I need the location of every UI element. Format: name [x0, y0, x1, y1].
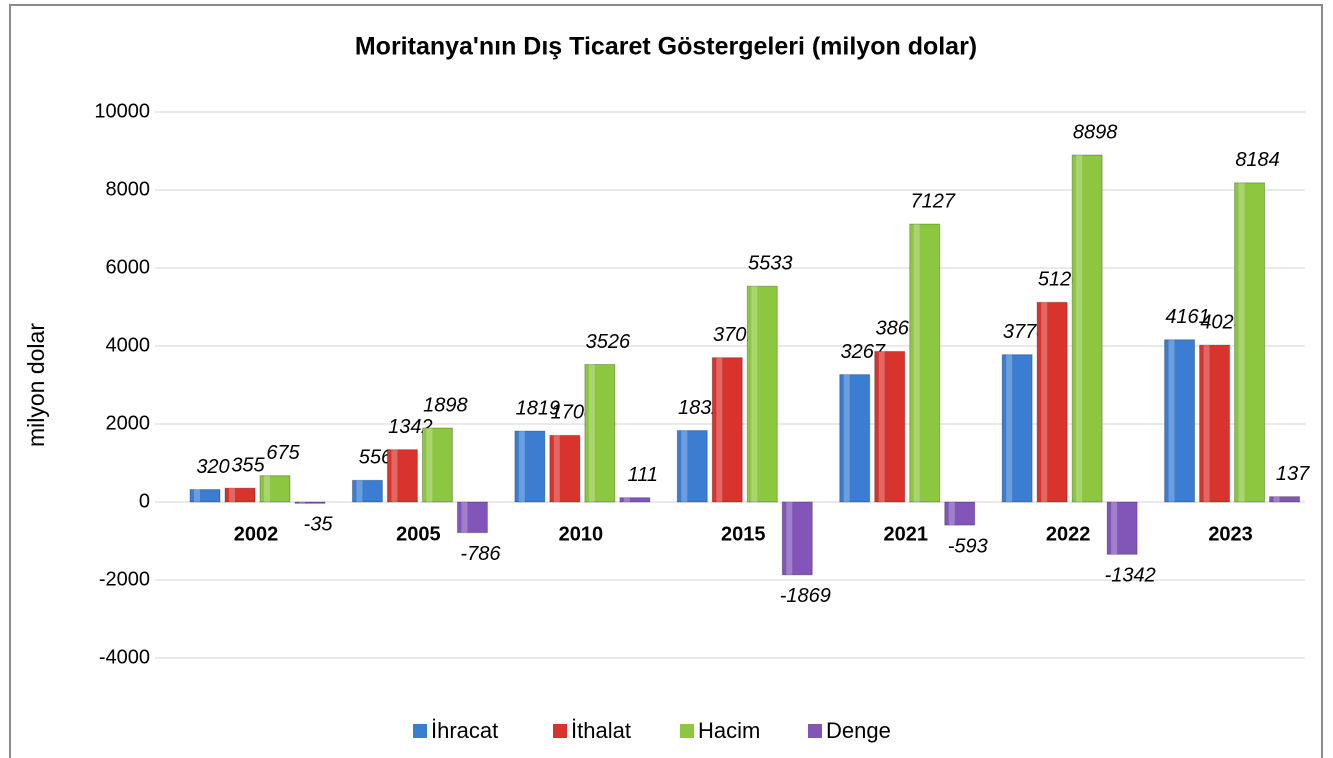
y-tick-label: 2000 [106, 412, 151, 434]
bar [676, 430, 708, 503]
bar [1106, 501, 1138, 555]
bar [584, 363, 616, 503]
data-label: 675 [266, 442, 300, 464]
bar [514, 430, 546, 503]
data-label: 137 [1276, 463, 1310, 485]
legend-label: İthalat [571, 718, 631, 743]
data-label: 1342 [388, 416, 433, 438]
legend-swatch [553, 724, 567, 738]
data-label: 3860 [875, 318, 920, 340]
y-tick-label: -2000 [99, 568, 150, 590]
data-label: 4161 [1165, 306, 1210, 328]
x-tick-label: 2002 [234, 523, 279, 545]
y-tick-label: 4000 [106, 334, 151, 356]
bar [909, 223, 941, 503]
x-tick-label: 2021 [883, 523, 928, 545]
bar [189, 489, 221, 503]
bar [386, 449, 418, 503]
bar [1164, 339, 1196, 503]
bar [944, 501, 976, 526]
x-tick-label: 2015 [721, 523, 766, 545]
data-label: -35 [304, 514, 334, 536]
data-label: 320 [196, 456, 229, 478]
data-label: -1869 [780, 585, 831, 607]
data-label: 3701 [713, 324, 758, 346]
legend-swatch [680, 724, 694, 738]
bar [619, 497, 651, 503]
data-label: 7127 [910, 190, 955, 212]
bar [839, 374, 871, 503]
bar [224, 487, 256, 503]
legend-swatch [808, 724, 822, 738]
data-label: 1819 [516, 397, 561, 419]
bar [711, 357, 743, 503]
data-label: 111 [628, 464, 658, 486]
bar [294, 501, 326, 504]
bar [746, 285, 778, 503]
data-label: -1342 [1105, 565, 1156, 587]
data-label: 556 [359, 447, 393, 469]
data-label: -786 [460, 543, 501, 565]
legend-label: Denge [826, 718, 891, 743]
data-label: 1832 [678, 397, 723, 419]
bar [351, 479, 383, 503]
bar [1269, 496, 1301, 503]
y-tick-label: 10000 [94, 100, 150, 122]
data-label: 4023 [1200, 311, 1245, 333]
bar [259, 475, 291, 503]
legend-swatch [413, 724, 427, 738]
x-tick-label: 2023 [1208, 523, 1253, 545]
y-axis-title: milyon dolar [23, 323, 49, 447]
bar [1036, 301, 1068, 503]
bar [1001, 354, 1033, 503]
legend-label: Hacim [698, 718, 760, 743]
data-label: 1708 [551, 402, 596, 424]
chart-title: Moritanya'nın Dış Ticaret Göstergeleri (… [355, 33, 977, 61]
bar [456, 501, 488, 534]
data-label: 5533 [748, 252, 793, 274]
data-label: 3778 [1003, 321, 1048, 343]
bar [421, 427, 453, 503]
chart-frame [9, 4, 1323, 758]
bar [781, 501, 813, 576]
bar [549, 434, 581, 503]
data-label: 8898 [1073, 121, 1118, 143]
x-tick-label: 2005 [396, 523, 441, 545]
bar [1234, 182, 1266, 503]
bar [874, 350, 906, 503]
legend-label: İhracat [431, 718, 498, 743]
data-label: 3267 [840, 341, 885, 363]
x-tick-label: 2010 [559, 523, 604, 545]
data-label: 1898 [423, 394, 468, 416]
y-tick-label: 6000 [106, 256, 151, 278]
y-tick-label: 0 [139, 490, 150, 512]
bar [1071, 154, 1103, 503]
data-label: 8184 [1235, 149, 1280, 171]
x-tick-label: 2022 [1046, 523, 1091, 545]
data-label: 355 [231, 454, 265, 476]
y-tick-label: -4000 [99, 646, 150, 668]
data-label: -593 [948, 535, 988, 557]
data-label: 5120 [1038, 269, 1083, 291]
y-tick-label: 8000 [106, 178, 151, 200]
data-label: 3526 [586, 331, 631, 353]
bar [1199, 344, 1231, 503]
